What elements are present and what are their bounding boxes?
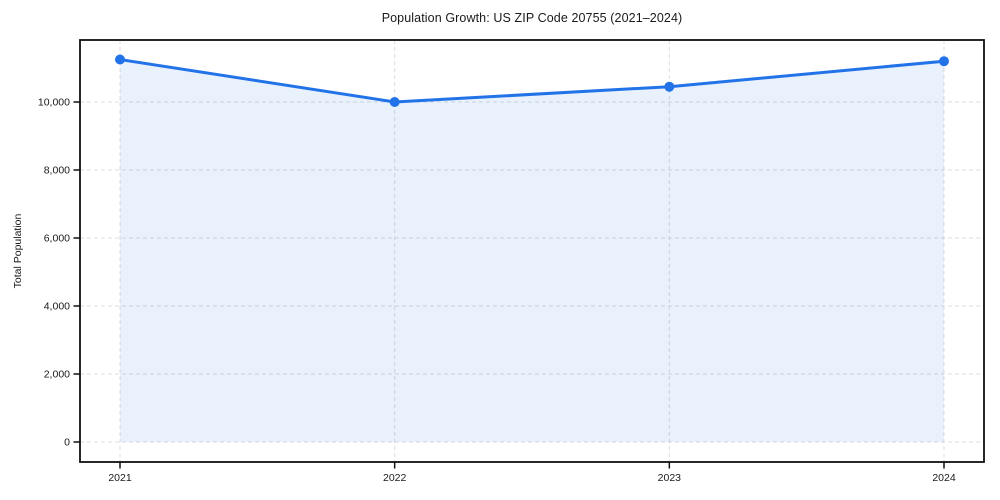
area-fill — [120, 59, 944, 442]
chart-title: Population Growth: US ZIP Code 20755 (20… — [381, 11, 683, 25]
data-point-marker-2024 — [939, 56, 949, 67]
data-point-marker-2021 — [115, 54, 125, 65]
data-point-marker-2022 — [389, 97, 400, 107]
y-tick-label: 4,000 — [44, 301, 70, 313]
x-tick-label: 2021 — [108, 472, 132, 484]
y-tick-label: 8,000 — [44, 165, 70, 177]
data-point-marker-2023 — [664, 81, 675, 92]
y-tick-label: 2,000 — [44, 369, 70, 381]
plot-border — [79, 39, 985, 463]
y-tick-label: 10,000 — [38, 97, 70, 109]
trend-line — [118, 58, 946, 104]
x-tick-label: 2022 — [383, 472, 407, 484]
y-tick-label: 0 — [64, 437, 70, 449]
x-tick-label: 2023 — [658, 472, 682, 484]
y-tick-label: 6,000 — [44, 233, 70, 245]
x-tick-label: 2024 — [932, 472, 956, 484]
